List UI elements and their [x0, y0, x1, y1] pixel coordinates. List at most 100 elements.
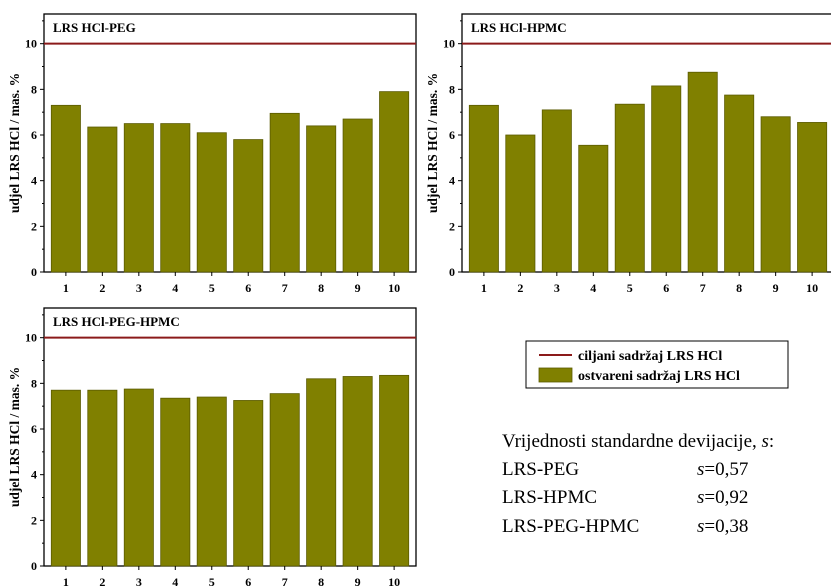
- bar: [50, 389, 81, 567]
- x-tick-label: 4: [172, 281, 178, 295]
- legend-target-label: ciljani sadržaj LRS HCl: [578, 349, 722, 364]
- bar: [651, 85, 682, 273]
- x-tick-label: 5: [627, 281, 633, 295]
- bar: [123, 388, 154, 567]
- x-tick-label: 6: [663, 281, 669, 295]
- bar: [724, 94, 755, 273]
- bar: [379, 374, 410, 567]
- bar: [468, 104, 499, 273]
- panel-title: LRS HCl-PEG: [53, 20, 136, 35]
- bar: [614, 103, 645, 273]
- bar: [50, 104, 81, 273]
- x-tick-label: 1: [63, 575, 69, 587]
- bar: [233, 400, 264, 567]
- bar: [505, 134, 536, 273]
- x-tick-label: 6: [245, 281, 251, 295]
- y-tick-label: 6: [31, 128, 37, 142]
- y-tick-label: 10: [443, 37, 455, 51]
- bar: [160, 123, 191, 273]
- y-tick-label: 4: [31, 468, 37, 482]
- bar: [196, 396, 227, 567]
- x-tick-label: 4: [172, 575, 178, 587]
- bar: [196, 132, 227, 273]
- x-tick-label: 10: [806, 281, 818, 295]
- y-tick-label: 2: [31, 219, 37, 233]
- sd-heading: Vrijednosti standardne devijacije, s:: [502, 431, 774, 452]
- sd-row-name: LRS-PEG: [502, 459, 579, 480]
- bar: [342, 376, 373, 567]
- y-tick-label: 10: [25, 37, 37, 51]
- legend-actual-label: ostvareni sadržaj LRS HCl: [578, 369, 740, 384]
- x-tick-label: 10: [388, 575, 400, 587]
- panel-title: LRS HCl-PEG-HPMC: [53, 314, 180, 329]
- y-tick-label: 4: [449, 174, 455, 188]
- bar: [797, 122, 828, 273]
- x-tick-label: 5: [209, 575, 215, 587]
- bar: [269, 112, 300, 273]
- x-tick-label: 10: [388, 281, 400, 295]
- bar: [379, 91, 410, 273]
- y-tick-label: 2: [449, 219, 455, 233]
- x-tick-label: 3: [554, 281, 560, 295]
- bar: [87, 126, 118, 273]
- bar: [578, 144, 609, 273]
- x-tick-label: 8: [318, 575, 324, 587]
- x-tick-label: 5: [209, 281, 215, 295]
- y-axis-label: udjel LRS HCl / mas. %: [425, 73, 440, 213]
- x-tick-label: 7: [282, 281, 288, 295]
- y-tick-label: 8: [31, 82, 37, 96]
- x-tick-label: 1: [481, 281, 487, 295]
- legend: ciljani sadržaj LRS HCl ostvareni sadrža…: [525, 340, 789, 389]
- x-tick-label: 8: [318, 281, 324, 295]
- x-tick-label: 2: [99, 281, 105, 295]
- legend-actual-swatch: [538, 367, 573, 383]
- x-tick-label: 2: [517, 281, 523, 295]
- y-tick-label: 0: [31, 559, 37, 573]
- y-tick-label: 4: [31, 174, 37, 188]
- y-axis-label: udjel LRS HCl / mas. %: [7, 73, 22, 213]
- bar: [306, 125, 337, 273]
- standard-deviation-block: Vrijednosti standardne devijacije, s: LR…: [502, 431, 774, 537]
- x-tick-label: 7: [282, 575, 288, 587]
- sd-row-name: LRS-PEG-HPMC: [502, 516, 639, 537]
- y-tick-label: 8: [31, 376, 37, 390]
- y-axis-label: udjel LRS HCl / mas. %: [7, 367, 22, 507]
- x-tick-label: 7: [700, 281, 706, 295]
- x-tick-label: 9: [773, 281, 779, 295]
- x-tick-label: 4: [590, 281, 596, 295]
- x-tick-label: 6: [245, 575, 251, 587]
- x-tick-label: 9: [355, 575, 361, 587]
- bar: [687, 71, 718, 273]
- bar: [269, 393, 300, 567]
- y-tick-label: 6: [449, 128, 455, 142]
- bar: [123, 123, 154, 273]
- sd-row-value: s=0,38: [697, 516, 748, 537]
- bar: [160, 397, 191, 567]
- y-tick-label: 10: [25, 331, 37, 345]
- y-tick-label: 2: [31, 513, 37, 527]
- y-tick-label: 0: [449, 265, 455, 279]
- bar: [342, 118, 373, 273]
- y-tick-label: 6: [31, 422, 37, 436]
- x-tick-label: 8: [736, 281, 742, 295]
- bar: [541, 109, 572, 273]
- bar: [233, 139, 264, 273]
- x-tick-label: 9: [355, 281, 361, 295]
- sd-row-value: s=0,57: [697, 459, 748, 480]
- x-tick-label: 2: [99, 575, 105, 587]
- y-tick-label: 8: [449, 82, 455, 96]
- bar: [306, 378, 337, 567]
- sd-row-value: s=0,92: [697, 487, 748, 508]
- y-tick-label: 0: [31, 265, 37, 279]
- sd-row-name: LRS-HPMC: [502, 487, 597, 508]
- x-tick-label: 1: [63, 281, 69, 295]
- x-tick-label: 3: [136, 281, 142, 295]
- bar: [760, 116, 791, 273]
- x-tick-label: 3: [136, 575, 142, 587]
- panel-title: LRS HCl-HPMC: [471, 20, 567, 35]
